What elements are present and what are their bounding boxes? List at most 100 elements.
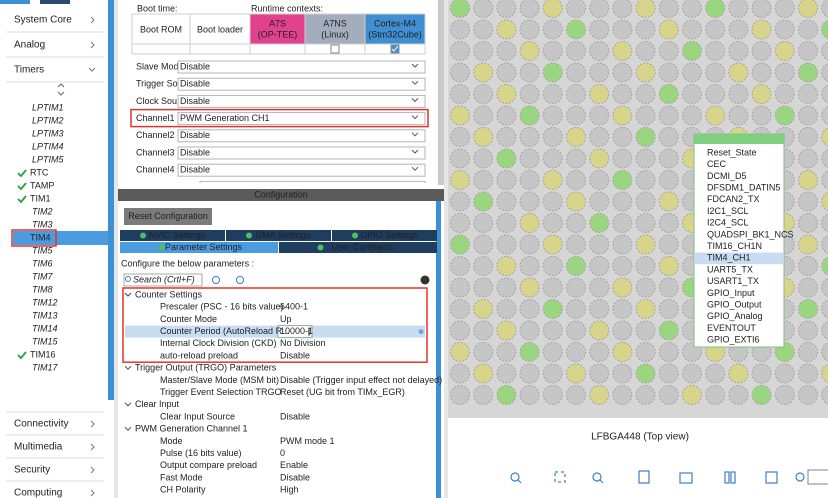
search[interactable]	[795, 472, 805, 482]
mode-scrollbar[interactable]	[438, 0, 444, 185]
pin[interactable]	[519, 299, 540, 319]
pin[interactable]	[682, 84, 702, 104]
pin[interactable]	[728, 105, 749, 126]
pin[interactable]	[450, 256, 470, 276]
pin[interactable]	[658, 170, 679, 190]
pin[interactable]	[751, 41, 772, 61]
pin[interactable]	[519, 41, 540, 61]
pin[interactable]	[496, 127, 517, 147]
pin[interactable]	[473, 148, 494, 169]
pin[interactable]	[496, 320, 517, 341]
pin[interactable]	[566, 213, 586, 233]
pin[interactable]	[635, 256, 656, 276]
pin[interactable]	[473, 41, 494, 61]
pin[interactable]	[821, 299, 828, 319]
pin[interactable]	[542, 191, 563, 212]
pin[interactable]	[658, 342, 679, 362]
pin[interactable]	[821, 321, 828, 340]
pin[interactable]	[612, 127, 633, 147]
pin[interactable]	[542, 385, 563, 405]
pin[interactable]	[450, 19, 470, 40]
pin[interactable]	[658, 277, 679, 298]
pin[interactable]	[589, 41, 610, 61]
dropdown[interactable]	[177, 163, 426, 177]
nav-icon[interactable]	[236, 276, 244, 284]
pin[interactable]	[496, 277, 517, 298]
layout[interactable]	[765, 471, 778, 484]
pin[interactable]	[682, 105, 702, 126]
pin[interactable]	[542, 170, 563, 190]
pin[interactable]	[566, 277, 586, 298]
pin[interactable]	[798, 62, 818, 83]
pin[interactable]	[496, 213, 517, 233]
pin[interactable]	[821, 84, 828, 104]
pin[interactable]	[566, 0, 586, 18]
tab[interactable]	[120, 242, 278, 253]
pin[interactable]	[612, 41, 633, 61]
pin[interactable]	[612, 299, 633, 319]
pin[interactable]	[635, 84, 656, 104]
pin[interactable]	[658, 84, 679, 104]
pin[interactable]	[798, 127, 818, 147]
pin[interactable]	[821, 256, 828, 276]
pin[interactable]	[751, 105, 772, 126]
pin[interactable]	[728, 19, 749, 40]
pin[interactable]	[519, 342, 540, 362]
pin[interactable]	[728, 62, 749, 83]
reset-button[interactable]	[124, 208, 212, 225]
pin[interactable]	[798, 105, 818, 126]
pin[interactable]	[566, 256, 586, 276]
pin[interactable]	[728, 385, 749, 405]
pin[interactable]	[658, 363, 679, 384]
pin[interactable]	[473, 213, 494, 233]
pin[interactable]	[798, 19, 818, 40]
pin[interactable]	[450, 320, 470, 341]
pin[interactable]	[542, 213, 563, 233]
pin[interactable]	[589, 148, 610, 169]
pin[interactable]	[450, 363, 470, 384]
pin[interactable]	[496, 385, 517, 405]
pin[interactable]	[751, 62, 772, 83]
split[interactable]	[724, 471, 730, 484]
pin[interactable]	[496, 256, 517, 276]
pin[interactable]	[473, 62, 494, 83]
pin[interactable]	[450, 170, 470, 190]
pin[interactable]	[542, 299, 563, 319]
pin[interactable]	[542, 320, 563, 341]
pin[interactable]	[821, 170, 828, 190]
tab[interactable]	[279, 242, 437, 253]
pin[interactable]	[612, 363, 633, 384]
pin[interactable]	[774, 0, 795, 18]
pin[interactable]	[496, 105, 517, 126]
pin[interactable]	[473, 299, 494, 319]
pin[interactable]	[589, 105, 610, 126]
pin[interactable]	[612, 320, 633, 341]
pin[interactable]	[473, 84, 494, 104]
split[interactable]	[730, 471, 736, 484]
pin[interactable]	[519, 385, 540, 405]
pin[interactable]	[821, 20, 828, 39]
fit[interactable]	[554, 471, 566, 483]
pin[interactable]	[635, 62, 656, 83]
pin[interactable]	[519, 148, 540, 169]
pin[interactable]	[496, 62, 517, 83]
pin[interactable]	[635, 0, 656, 18]
pin[interactable]	[542, 277, 563, 298]
pin[interactable]	[450, 299, 470, 319]
pin[interactable]	[705, 62, 726, 83]
search-box[interactable]	[807, 469, 828, 485]
pin[interactable]	[612, 342, 633, 362]
pin[interactable]	[519, 19, 540, 40]
pin[interactable]	[566, 127, 586, 147]
pin[interactable]	[658, 385, 679, 405]
pin[interactable]	[821, 235, 828, 254]
pin[interactable]	[612, 105, 633, 126]
pin[interactable]	[519, 105, 540, 126]
zoom-out[interactable]	[599, 479, 604, 484]
pin[interactable]	[635, 234, 656, 255]
pin[interactable]	[821, 364, 828, 383]
pin[interactable]	[542, 0, 563, 18]
pin[interactable]	[589, 127, 610, 147]
pin[interactable]	[496, 19, 517, 40]
dropdown[interactable]	[177, 129, 426, 143]
